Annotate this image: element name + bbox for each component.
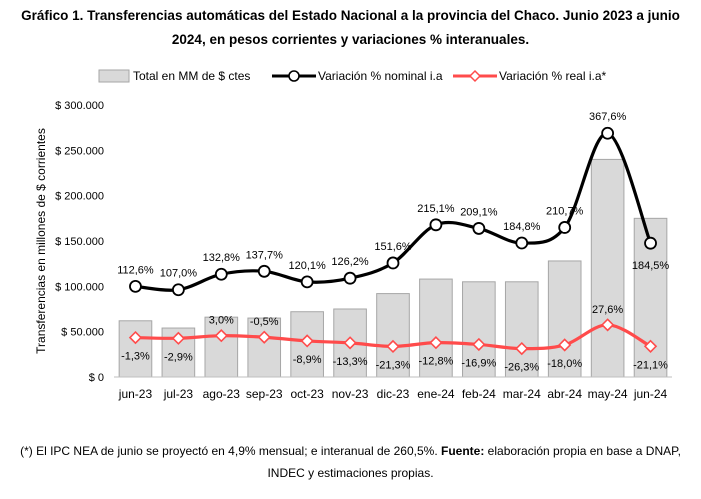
real-data-label: -16,9% [461,357,496,369]
real-variation-marker [128,330,143,345]
legend-marker-nominal [288,70,300,82]
real-variation-marker [600,318,615,332]
nominal-data-label: 151,6% [374,241,412,253]
nominal-variation-marker [386,256,400,270]
x-tick-label: mar-24 [503,387,541,401]
footnote-text-2: elaboración propia en base a DNAP, [484,444,681,458]
footnote-line-2: INDEC y estimaciones propias. [267,466,434,480]
real-variation-marker [429,336,443,350]
y-tick-label: $ 0 [89,372,104,384]
x-tick-label: feb-24 [462,387,496,401]
bar [118,320,153,378]
y-axis-label: Transferencias en millones de $ corrient… [34,128,48,354]
nominal-variation-marker [558,221,572,234]
real-data-label: -2,9% [164,351,193,363]
real-variation-marker [343,336,357,350]
real-variation-marker [472,337,486,352]
y-tick-label: $ 150.000 [55,236,104,248]
real-variation-marker [386,339,400,354]
real-variation-marker [171,331,186,345]
bar [204,316,239,378]
nominal-data-label: 132,8% [203,252,241,264]
bar [504,281,539,378]
x-tick-label: jul-23 [163,387,194,401]
nominal-data-label: 137,7% [246,249,284,261]
nominal-variation-marker [214,267,228,281]
bar [547,260,582,378]
real-data-label: -18,0% [547,358,582,370]
real-data-label: -13,3% [333,356,368,368]
chart-title-line-1: Gráfico 1. Transferencias automáticas de… [21,8,680,23]
nominal-data-label: 367,6% [589,111,627,123]
y-tick-label: $ 50.000 [61,327,104,339]
nominal-variation-marker [300,275,314,289]
real-data-label: -12,8% [418,356,453,368]
nominal-data-label: 215,1% [417,203,455,215]
y-tick-label: $ 250.000 [55,145,104,157]
legend-label-real: Variación % real i.a* [499,69,606,83]
bar [376,293,410,378]
real-data-label: -26,3% [504,362,539,374]
chart-footnote: (*) El IPC NEA de junio se proyectó en 4… [0,440,701,484]
nominal-data-label: 210,7% [546,205,584,217]
nominal-variation-marker [601,126,615,140]
x-tick-label: may-24 [588,387,628,401]
legend-label-nominal: Variación % nominal i.a [318,69,443,83]
nominal-data-label: 126,2% [331,256,369,268]
real-data-label: 27,6% [592,304,623,316]
x-tick-label: ene-24 [417,387,455,401]
nominal-variation-marker [429,218,443,232]
chart-title-line-2: 2024, en pesos corrientes y variaciones … [171,32,530,47]
footnote-source-label: Fuente: [441,444,485,458]
nominal-variation-marker [343,271,357,285]
real-data-label: -21,3% [376,359,411,371]
real-variation-marker [214,329,228,343]
real-variation-marker [515,341,529,356]
real-variation-marker [257,330,271,344]
x-tick-label: oct-23 [290,387,324,401]
x-tick-label: jun-23 [118,387,153,401]
chart-title: Gráfico 1. Transferencias automáticas de… [0,4,701,52]
y-tick-label: $ 300.000 [55,100,104,112]
nominal-variation-marker [644,236,657,250]
x-tick-label: nov-23 [332,387,369,401]
real-data-label: 3,0% [209,315,234,327]
nominal-variation-marker [472,222,486,235]
nominal-variation-marker [515,236,529,250]
x-tick-label: jun-24 [633,387,668,401]
nominal-data-label: 184,8% [503,221,541,233]
y-tick-label: $ 100.000 [55,281,104,293]
footnote-text-1: (*) El IPC NEA de junio se proyectó en 4… [20,444,441,458]
real-variation-marker [300,334,314,348]
legend-swatch-bars [98,69,130,83]
nominal-variation-marker [257,264,271,278]
x-tick-label: sep-23 [246,387,283,401]
nominal-variation-marker [171,283,185,297]
nominal-data-label: 120,1% [288,260,326,272]
bar [590,158,625,378]
legend-label-bars: Total en MM de $ ctes [133,69,250,83]
legend-marker-real [468,69,482,83]
nominal-data-label: 184,5% [632,260,670,272]
real-variation-marker [643,339,658,353]
footnote-line-1: (*) El IPC NEA de junio se proyectó en 4… [0,440,701,462]
x-tick-label: ago-23 [203,387,241,401]
nominal-data-label: 107,0% [160,268,198,280]
nominal-data-label: 209,1% [460,206,498,218]
real-variation-marker [558,338,572,352]
x-tick-label: dic-23 [377,387,410,401]
real-data-label: -21,1% [633,359,668,371]
x-tick-label: abr-24 [547,387,582,401]
real-data-label: -0,5% [250,316,279,328]
y-tick-label: $ 200.000 [55,191,104,203]
real-data-label: -1,3% [121,351,150,363]
bar [247,317,282,378]
nominal-variation-marker [129,279,142,293]
nominal-data-label: 112,6% [117,264,154,276]
real-data-label: -8,9% [293,354,322,366]
combo-chart: Transferencias en millones de $ corrient… [34,69,672,401]
